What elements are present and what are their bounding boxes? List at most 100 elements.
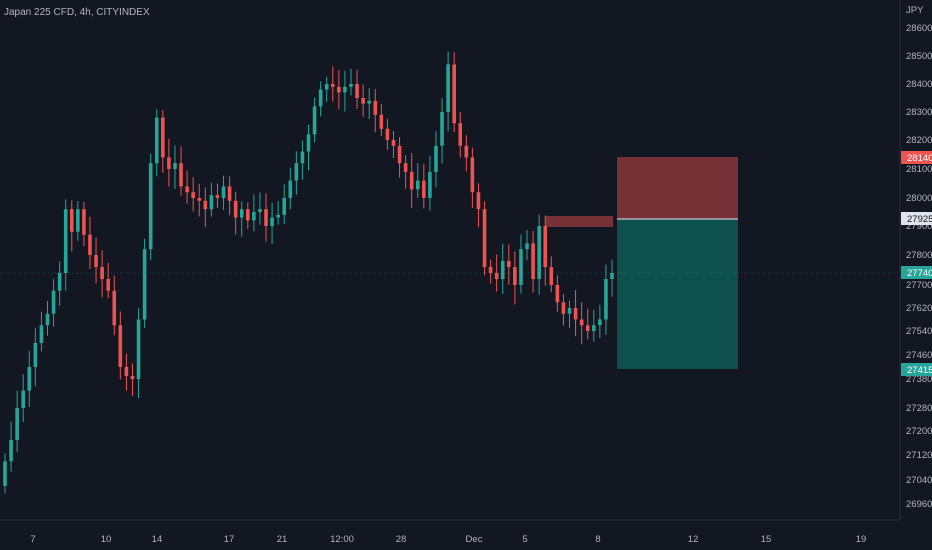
candle-body — [488, 267, 493, 273]
candle-body — [446, 64, 450, 112]
candle-body — [367, 100, 371, 104]
candle-body — [154, 117, 159, 164]
candle-body — [452, 64, 456, 124]
candle-body — [118, 325, 123, 367]
candle-body — [610, 273, 614, 279]
y-tick-label: 27540 — [906, 326, 932, 337]
candle-body — [458, 123, 463, 146]
x-tick-label: 19 — [856, 534, 867, 545]
candle-body — [294, 163, 299, 181]
y-tick-label: 28200 — [906, 135, 932, 146]
candle-body — [464, 145, 469, 158]
candle-body — [519, 249, 523, 285]
candle-body — [403, 163, 408, 172]
candle-body — [476, 192, 481, 210]
candle-body — [203, 200, 208, 210]
candle-body — [513, 267, 517, 285]
candle-body — [312, 106, 317, 135]
y-tick-label: 27280 — [906, 403, 932, 414]
svg-text:27415: 27415 — [907, 365, 932, 376]
candle-body — [209, 195, 214, 210]
candle-body — [246, 209, 250, 221]
stop-loss-zone — [617, 157, 738, 219]
candle-body — [191, 192, 195, 198]
entry-price-tag: 27925 — [901, 212, 932, 225]
candle-body — [537, 226, 541, 279]
candle-body — [470, 157, 475, 193]
candle-body — [94, 255, 98, 267]
y-tick-label: 27040 — [906, 475, 932, 486]
candle-body — [270, 217, 274, 226]
candle-body — [112, 290, 117, 326]
candle-body — [106, 279, 110, 291]
candle-body — [507, 261, 511, 267]
y-tick-label: 27200 — [906, 426, 932, 437]
candle-body — [543, 226, 548, 267]
candle-body — [428, 171, 432, 198]
candle-body — [434, 145, 438, 172]
y-tick-label: 26960 — [906, 499, 932, 510]
candle-body — [343, 86, 347, 93]
y-tick-label: 27460 — [906, 350, 932, 361]
candle-body — [69, 209, 74, 232]
candle-body — [585, 325, 590, 331]
candle-body — [598, 319, 602, 326]
stop-loss-price-tag: 28140 — [901, 151, 932, 164]
candle-body — [57, 273, 62, 291]
candle-body — [500, 261, 505, 279]
candle-body — [482, 209, 487, 267]
chart-title: Japan 225 CFD, 4h, CITYINDEX — [4, 7, 150, 18]
candle-body — [124, 367, 129, 376]
candle-body — [373, 100, 378, 115]
candle-body — [88, 234, 92, 255]
candle-body — [130, 376, 135, 379]
candle-body — [258, 209, 262, 212]
y-tick-label: 27800 — [906, 250, 932, 261]
candle-body — [349, 84, 353, 87]
x-tick-label: 7 — [30, 534, 35, 545]
candle-body — [161, 117, 165, 158]
x-tick-label: 10 — [101, 534, 112, 545]
y-tick-label: 27380 — [906, 374, 932, 385]
y-tick-label: 27900 — [906, 221, 932, 232]
candle-body — [567, 308, 572, 314]
candle-body — [215, 195, 220, 198]
x-tick-label: 12 — [688, 534, 699, 545]
candle-body — [264, 209, 268, 226]
candle-body — [288, 180, 293, 198]
candle-body — [185, 186, 189, 193]
x-tick-label: 28 — [396, 534, 407, 545]
take-profit-zone — [617, 219, 738, 369]
x-tick-label: 8 — [595, 534, 600, 545]
candle-body — [179, 163, 183, 187]
candle-body — [531, 243, 535, 279]
candle-body — [15, 408, 19, 440]
candle-body — [361, 98, 365, 104]
candle-body — [252, 212, 256, 221]
candle-body — [306, 134, 311, 152]
candle-body — [82, 209, 86, 235]
candle-body — [573, 308, 578, 320]
svg-text:27925: 27925 — [907, 214, 932, 225]
x-tick-label: Dec — [466, 534, 483, 545]
candle-body — [167, 157, 171, 169]
x-tick-label: 17 — [224, 534, 235, 545]
y-tick-label: 27620 — [906, 303, 932, 314]
y-tick-label: 28500 — [906, 51, 932, 62]
candle-body — [579, 319, 584, 326]
candle-body — [555, 285, 560, 303]
svg-text:28140: 28140 — [907, 153, 932, 164]
y-tick-label: 28400 — [906, 79, 932, 90]
y-axis-currency: JPY — [906, 5, 924, 16]
candle-body — [391, 140, 396, 146]
candle-body — [355, 84, 359, 98]
x-tick-label: 14 — [152, 534, 163, 545]
short-marker-zone — [545, 216, 613, 227]
candle-body — [415, 180, 420, 190]
candle-body — [282, 198, 287, 215]
candle-body — [561, 302, 566, 314]
candle-body — [142, 249, 147, 320]
candle-body — [318, 89, 323, 107]
position-zones-layer — [545, 157, 738, 369]
